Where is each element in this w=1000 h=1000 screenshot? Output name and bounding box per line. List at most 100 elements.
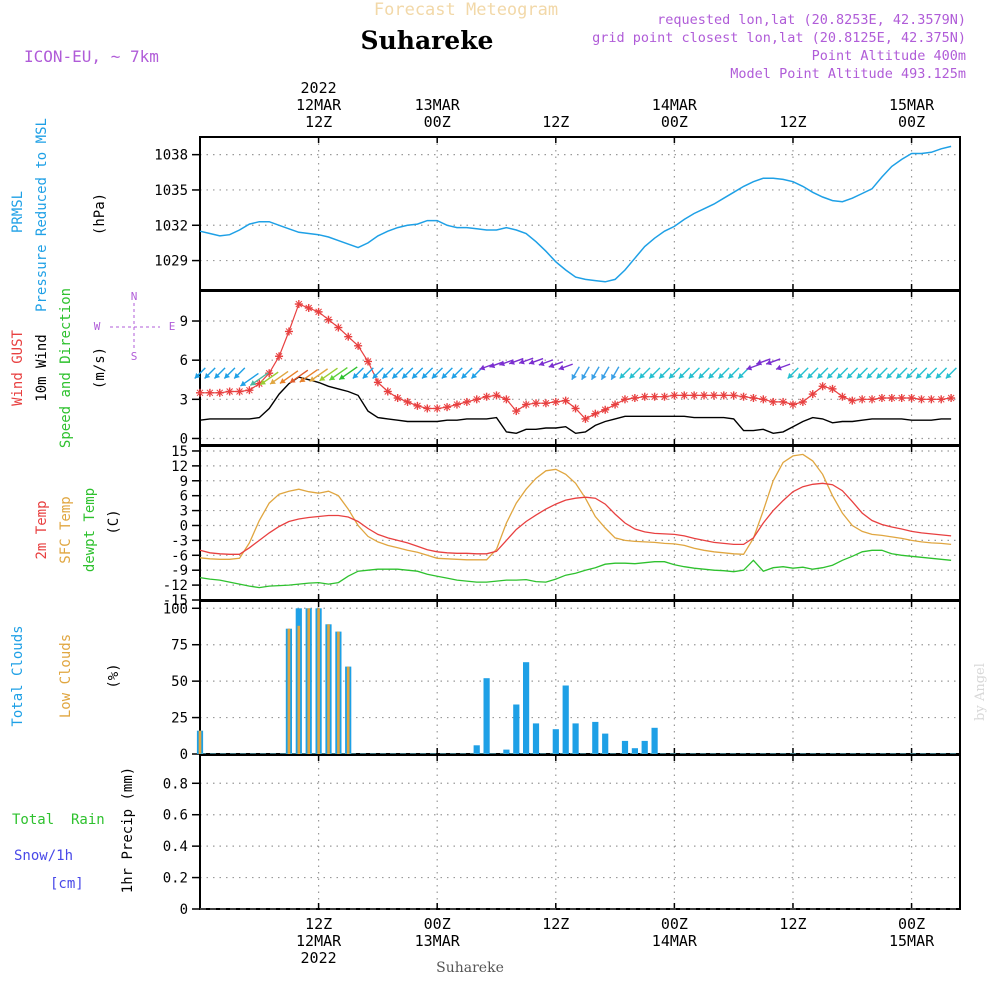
- wind-direction-arrow: [826, 367, 839, 380]
- requested-coords: requested lon,lat (20.8253E, 42.3579N): [657, 12, 966, 28]
- pressure-ytick-label: 1029: [154, 254, 188, 270]
- gust-marker: [788, 400, 797, 409]
- gust-marker: [690, 391, 699, 400]
- wind-direction-arrow: [352, 367, 364, 380]
- total-rain-label: Total Rain: [12, 812, 105, 828]
- temp-ytick-label: -6: [171, 548, 188, 564]
- wind-direction-arrow: [658, 367, 671, 380]
- temp-ytick-label: 12: [171, 459, 188, 475]
- top-time-label: 00Z: [424, 113, 451, 131]
- snow-label: Snow/1h: [14, 848, 73, 864]
- wind-direction-arrow: [213, 367, 226, 380]
- wind-ytick-label: 6: [180, 353, 188, 369]
- wind-direction-arrow: [727, 367, 740, 380]
- meteogram-subtitle: Forecast Meteogram: [374, 0, 558, 20]
- pressure-line: [199, 145, 952, 283]
- total-cloud-bar: [631, 748, 638, 754]
- bottom-time-label: 00Z: [661, 915, 688, 933]
- wind-direction-arrow: [518, 357, 534, 365]
- gust-marker: [838, 392, 847, 401]
- pressure-panel: 1029 1032 1035 1038: [154, 136, 961, 291]
- low-cloud-bar: [346, 666, 350, 754]
- wind-direction-arrow: [717, 367, 730, 380]
- total-cloud-bar: [641, 740, 648, 754]
- pressure-reduced-label: Pressure Reduced to MSL: [34, 118, 50, 312]
- model-label: ICON-EU, ~ 7km: [24, 47, 159, 66]
- temp-2m-label: 2m Temp: [34, 500, 50, 559]
- low-cloud-bar: [317, 608, 320, 754]
- temp-ytick-label: -15: [163, 593, 188, 609]
- gust-marker: [858, 395, 867, 404]
- bottom-time-label: 14MAR: [652, 932, 698, 950]
- gust-marker: [354, 341, 363, 350]
- point-altitude: Point Altitude 400m: [812, 48, 966, 64]
- gust-marker: [640, 392, 649, 401]
- total-cloud-bar: [602, 733, 609, 754]
- snow-unit-label: [cm]: [50, 876, 84, 892]
- temp-frame: [199, 445, 961, 601]
- clouds-frame: [199, 600, 961, 755]
- gust-marker: [601, 405, 610, 414]
- wind-direction-arrow: [638, 367, 651, 380]
- gust-marker: [452, 400, 461, 409]
- compass-n: N: [131, 290, 138, 303]
- gust-marker: [215, 388, 224, 397]
- total-cloud-bar: [562, 685, 569, 754]
- wind-direction-arrow: [797, 367, 809, 380]
- precip-ytick-label: 0.8: [163, 776, 188, 792]
- top-time-label: 13MAR: [415, 96, 461, 114]
- bottom-time-label: 12Z: [779, 915, 806, 933]
- cloud-unit-label: (%): [106, 663, 122, 688]
- gust-marker: [749, 394, 758, 403]
- clouds-ytick-label: 50: [171, 674, 188, 690]
- wind-direction-arrow: [338, 366, 358, 381]
- clouds-ytick-label: 75: [171, 638, 188, 654]
- low-cloud-bar: [297, 625, 301, 754]
- bottom-time-label: 2022: [301, 949, 337, 967]
- gust-marker: [700, 391, 709, 400]
- bottom-time-label: 12Z: [305, 915, 332, 933]
- top-time-label: 15MAR: [889, 96, 935, 114]
- clouds-ytick-label: 25: [171, 711, 188, 727]
- wind-ytick-label: 0: [180, 431, 188, 447]
- gust-marker: [808, 390, 817, 399]
- precip-axis-label: 1hr Precip (mm): [120, 767, 136, 893]
- wind-direction-arrow: [836, 367, 849, 380]
- gust-marker: [927, 395, 936, 404]
- gust-marker: [304, 303, 313, 312]
- low-cloud-bar: [307, 608, 310, 754]
- wind-direction-arrow: [299, 368, 319, 383]
- wind-direction-arrow: [600, 366, 610, 381]
- wind-ytick-label: 3: [180, 392, 188, 408]
- gust-marker: [739, 392, 748, 401]
- wind-unit-label: (m/s): [92, 347, 108, 389]
- clouds-ytick-label: 0: [180, 747, 188, 763]
- gust-marker: [383, 387, 392, 396]
- gust-marker: [848, 396, 857, 405]
- wind-direction-arrow: [765, 358, 781, 366]
- wind-direction-arrow: [856, 367, 868, 380]
- wind-direction-arrow: [538, 359, 554, 367]
- model-altitude: Model Point Altitude 493.125m: [730, 66, 966, 82]
- gust-marker: [947, 394, 956, 403]
- wind-direction-arrow: [571, 366, 580, 381]
- compass-rose: N S W E: [94, 290, 176, 363]
- top-time-label: 12Z: [779, 113, 806, 131]
- gust-marker: [245, 386, 254, 395]
- pressure-panel-labels: PRMSL Pressure Reduced to MSL (hPa): [10, 118, 108, 312]
- wind-direction-arrow: [451, 367, 463, 380]
- total-cloud-bar: [503, 749, 510, 754]
- credit-text: by Angel: [973, 663, 988, 721]
- gust-marker: [462, 397, 471, 406]
- compass-s: S: [131, 350, 138, 363]
- wind-direction-arrow: [629, 367, 641, 380]
- wind-direction-arrow: [499, 359, 514, 367]
- pressure-ytick-label: 1032: [154, 218, 188, 234]
- wind-direction-arrow: [204, 367, 216, 380]
- total-cloud-bar: [532, 723, 540, 754]
- gust-marker: [561, 396, 570, 405]
- gust-marker: [630, 394, 639, 403]
